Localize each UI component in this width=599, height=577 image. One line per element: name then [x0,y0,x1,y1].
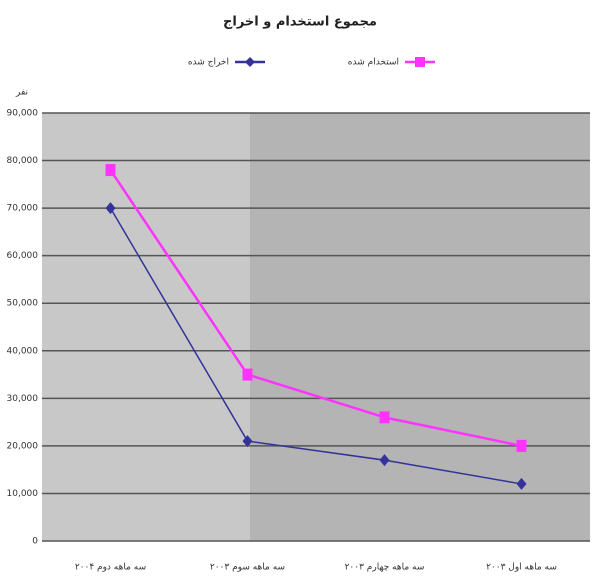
legend-label: استخدام شده [348,58,399,68]
y-tick-label: 40,000 [7,346,39,356]
marker [106,164,116,176]
y-tick-label: 70,000 [7,204,39,214]
marker [243,369,253,381]
y-tick-label: 30,000 [7,394,39,404]
y-tick-label: 20,000 [7,441,39,451]
x-tick-label: سه ماهه دوم ۲۰۰۴ [75,563,146,573]
y-tick-label: 50,000 [7,299,39,309]
x-tick-label: سه ماهه اول ۲۰۰۳ [486,563,557,573]
y-tick-label: 0 [32,537,38,547]
legend-marker [245,57,255,67]
legend-label: اخراج شده [188,58,229,68]
marker [380,411,390,423]
marker [517,440,527,452]
y-axis-label: نفر [15,88,28,98]
y-tick-label: 10,000 [7,489,39,499]
legend-marker [415,57,425,67]
y-tick-label: 60,000 [7,251,39,261]
x-tick-label: سه ماهه چهارم ۲۰۰۳ [345,563,425,573]
chart: مجموع استخدام و اخراج نفر 0 10,000 20,000 3… [0,0,599,577]
chart-title: مجموع استخدام و اخراج [223,15,377,30]
y-tick-label: 80,000 [7,156,39,166]
x-tick-label: سه ماهه سوم ۲۰۰۳ [210,563,285,573]
plot-shade [250,113,590,541]
y-tick-label: 90,000 [7,109,39,119]
